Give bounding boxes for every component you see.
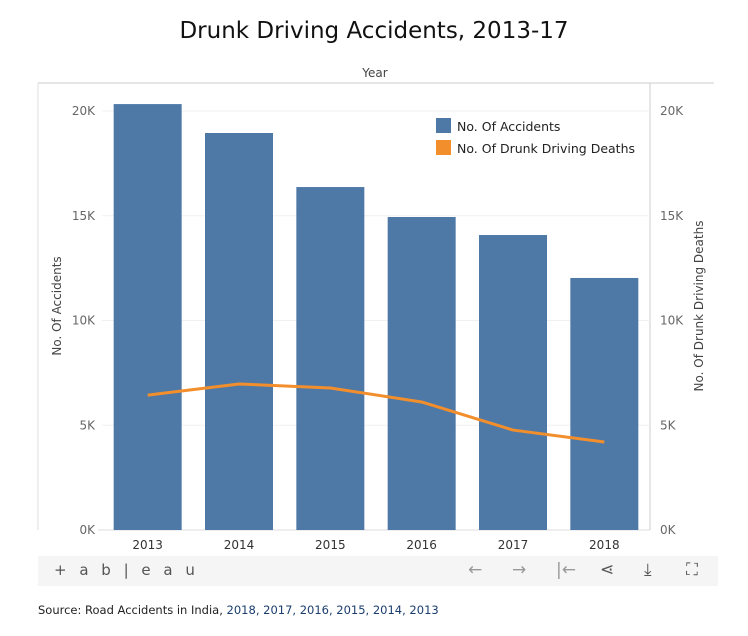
source-prefix: Source: Road Accidents in India,: [38, 603, 227, 617]
y-tick-label: 10K: [72, 314, 96, 328]
x-tick-label: 2017: [498, 538, 529, 552]
x-tick-label: 2014: [224, 538, 255, 552]
legend-label-accidents: No. Of Accidents: [457, 119, 560, 134]
revert-icon[interactable]: |←: [556, 560, 576, 580]
source-note: Source: Road Accidents in India, 2018, 2…: [38, 603, 439, 617]
share-icon[interactable]: ⋖: [600, 560, 615, 580]
y2-tick-label: 15K: [660, 209, 684, 223]
undo-icon[interactable]: ←: [468, 560, 483, 580]
x-tick-label: 2015: [315, 538, 346, 552]
bar-2016: [387, 217, 456, 530]
y2-tick-label: 5K: [660, 418, 677, 432]
x-tick-label: 2018: [589, 538, 620, 552]
x-tick-label: 2016: [406, 538, 437, 552]
bar-2013: [113, 104, 182, 531]
bar-2018: [570, 277, 639, 530]
bar-2014: [205, 132, 273, 530]
deaths-line: [147, 382, 605, 444]
source-links[interactable]: 2018, 2017, 2016, 2015, 2014, 2013: [226, 603, 439, 617]
tableau-toolbar: + a b | e a u ← → |← ⋖ ⤓ ⛶: [38, 556, 718, 586]
download-icon[interactable]: ⤓: [644, 560, 652, 580]
legend-swatch-deaths: [436, 140, 451, 155]
legend-label-deaths: No. Of Drunk Driving Deaths: [457, 141, 635, 156]
x-axis-title: Year: [361, 66, 387, 80]
tableau-logo[interactable]: + a b | e a u: [54, 561, 199, 579]
y2-axis-title: No. Of Drunk Driving Deaths: [692, 221, 706, 392]
y2-tick-label: 10K: [660, 314, 684, 328]
y-tick-label: 0K: [79, 523, 96, 537]
x-tick-label: 2013: [132, 538, 163, 552]
y2-tick-label: 20K: [660, 104, 684, 118]
y-tick-label: 15K: [72, 209, 96, 223]
chart-title: Drunk Driving Accidents, 2013-17: [179, 18, 569, 44]
y-tick-label: 20K: [72, 104, 96, 118]
y-tick-label: 5K: [79, 418, 96, 432]
bar-2017: [479, 235, 547, 531]
y-axis-title: No. Of Accidents: [50, 256, 64, 355]
chart: Year 0K 0K 5K 5K 10K 10K 15K 15K 20K 20K No. Of Acc…: [37, 66, 714, 552]
y2-tick-label: 0K: [660, 523, 677, 537]
bar-2015: [296, 187, 365, 530]
legend-swatch-accidents: [436, 118, 451, 133]
fullscreen-icon[interactable]: ⛶: [686, 560, 698, 580]
redo-icon[interactable]: →: [512, 560, 527, 580]
